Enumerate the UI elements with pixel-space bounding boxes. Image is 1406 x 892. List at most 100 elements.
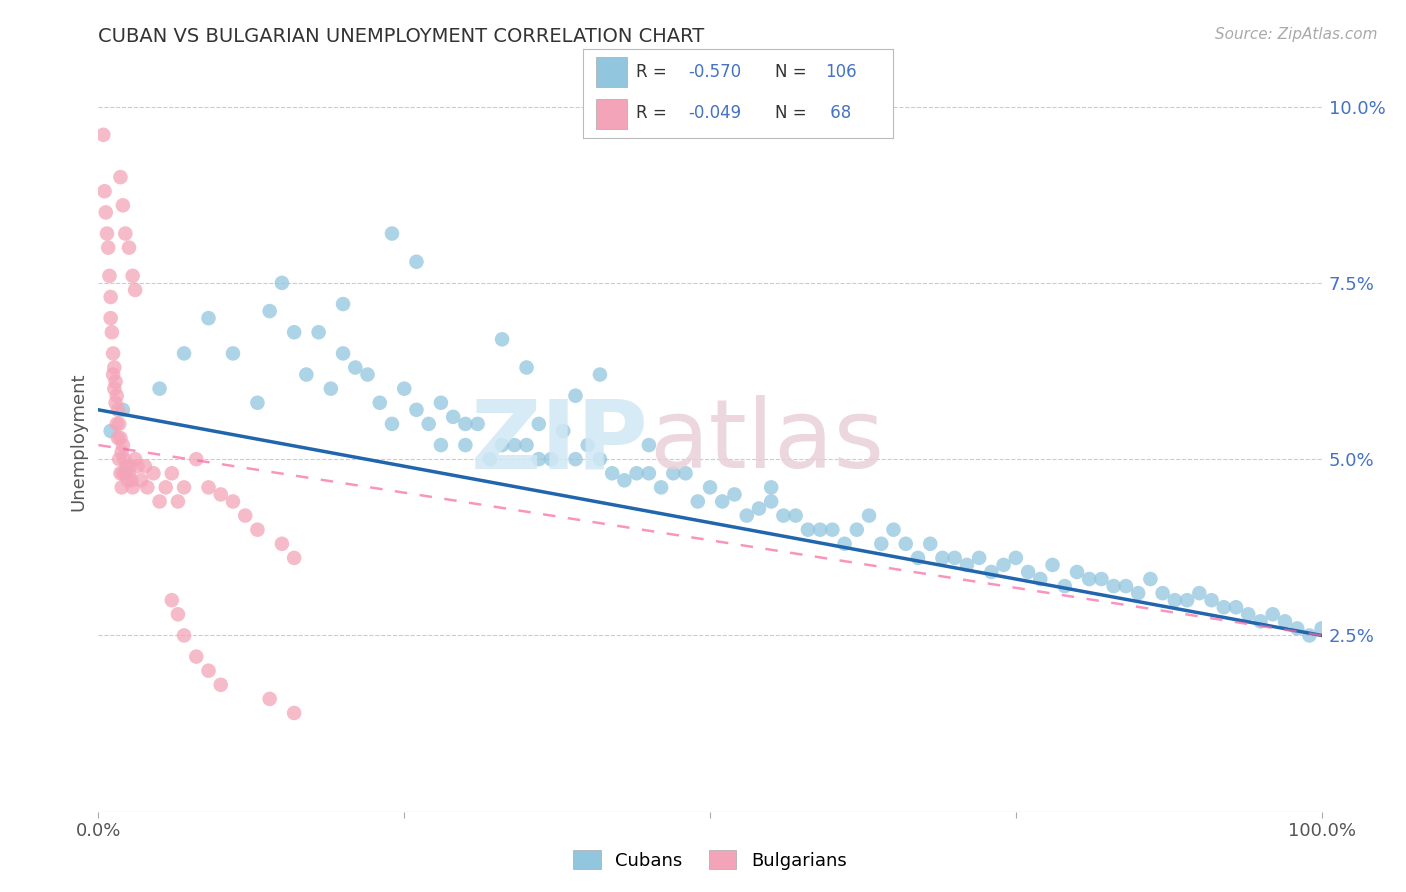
Point <box>134 459 156 474</box>
FancyBboxPatch shape <box>596 57 627 87</box>
Text: 68: 68 <box>825 104 851 122</box>
Point <box>149 382 172 396</box>
Point <box>108 417 131 431</box>
Point <box>124 452 146 467</box>
Point <box>405 402 427 417</box>
Point <box>808 523 831 537</box>
Point <box>1029 572 1052 586</box>
Point <box>527 417 550 431</box>
Point <box>1139 572 1161 586</box>
Point <box>155 480 177 494</box>
Point <box>117 473 139 487</box>
Point <box>259 692 281 706</box>
Point <box>101 325 124 339</box>
Text: R =: R = <box>636 63 672 81</box>
Point <box>101 346 124 360</box>
Point <box>1053 579 1076 593</box>
Point <box>100 424 122 438</box>
Point <box>209 678 232 692</box>
Text: N =: N = <box>775 63 813 81</box>
Point <box>1152 586 1174 600</box>
Point <box>967 550 990 565</box>
Point <box>103 360 125 375</box>
Point <box>845 523 868 537</box>
Point <box>834 537 856 551</box>
Point <box>114 227 136 241</box>
Point <box>785 508 807 523</box>
Point <box>1175 593 1198 607</box>
Point <box>662 467 685 481</box>
Text: Source: ZipAtlas.com: Source: ZipAtlas.com <box>1215 27 1378 42</box>
Point <box>110 431 132 445</box>
Point <box>540 452 562 467</box>
Point <box>197 480 219 494</box>
Point <box>589 368 612 382</box>
Point <box>491 332 513 346</box>
Point <box>173 480 195 494</box>
Point <box>368 396 391 410</box>
Point <box>1249 615 1271 629</box>
Point <box>735 508 758 523</box>
Point <box>1004 550 1026 565</box>
Point <box>98 268 121 283</box>
Point <box>993 558 1015 572</box>
Point <box>222 494 245 508</box>
Point <box>883 523 905 537</box>
Point <box>515 438 537 452</box>
Point <box>114 467 136 481</box>
Point <box>107 402 129 417</box>
Point <box>344 360 367 375</box>
Point <box>104 396 127 410</box>
Point <box>638 438 661 452</box>
Point <box>136 480 159 494</box>
Point <box>418 417 440 431</box>
Point <box>589 452 612 467</box>
Point <box>1017 565 1039 579</box>
Point <box>105 417 128 431</box>
Point <box>638 467 661 481</box>
Point <box>101 368 124 382</box>
Point <box>142 467 165 481</box>
Point <box>1212 600 1234 615</box>
Point <box>761 494 783 508</box>
Point <box>1201 593 1223 607</box>
Text: -0.570: -0.570 <box>689 63 742 81</box>
Point <box>259 304 281 318</box>
Point <box>112 452 135 467</box>
Point <box>173 346 195 360</box>
Point <box>576 438 599 452</box>
Point <box>381 227 404 241</box>
Point <box>699 480 721 494</box>
Point <box>870 537 893 551</box>
Point <box>120 459 142 474</box>
Point <box>491 438 513 452</box>
Point <box>920 537 942 551</box>
Point <box>821 523 844 537</box>
Point <box>894 537 917 551</box>
Text: R =: R = <box>636 104 672 122</box>
Point <box>711 494 734 508</box>
Point <box>233 508 256 523</box>
Point <box>686 494 709 508</box>
Point <box>430 396 453 410</box>
Point <box>167 494 190 508</box>
Point <box>283 706 305 720</box>
Point <box>1102 579 1125 593</box>
Point <box>283 325 305 339</box>
Point <box>111 438 134 452</box>
Point <box>1286 621 1309 635</box>
Point <box>723 487 745 501</box>
Point <box>149 494 172 508</box>
Point <box>160 593 183 607</box>
Point <box>748 501 770 516</box>
Point <box>118 467 141 481</box>
Point <box>1042 558 1064 572</box>
Point <box>100 311 122 326</box>
Point <box>1066 565 1088 579</box>
Point <box>222 346 245 360</box>
Point <box>186 649 208 664</box>
Point <box>160 467 183 481</box>
Point <box>332 346 354 360</box>
Point <box>209 487 232 501</box>
Point <box>197 311 219 326</box>
